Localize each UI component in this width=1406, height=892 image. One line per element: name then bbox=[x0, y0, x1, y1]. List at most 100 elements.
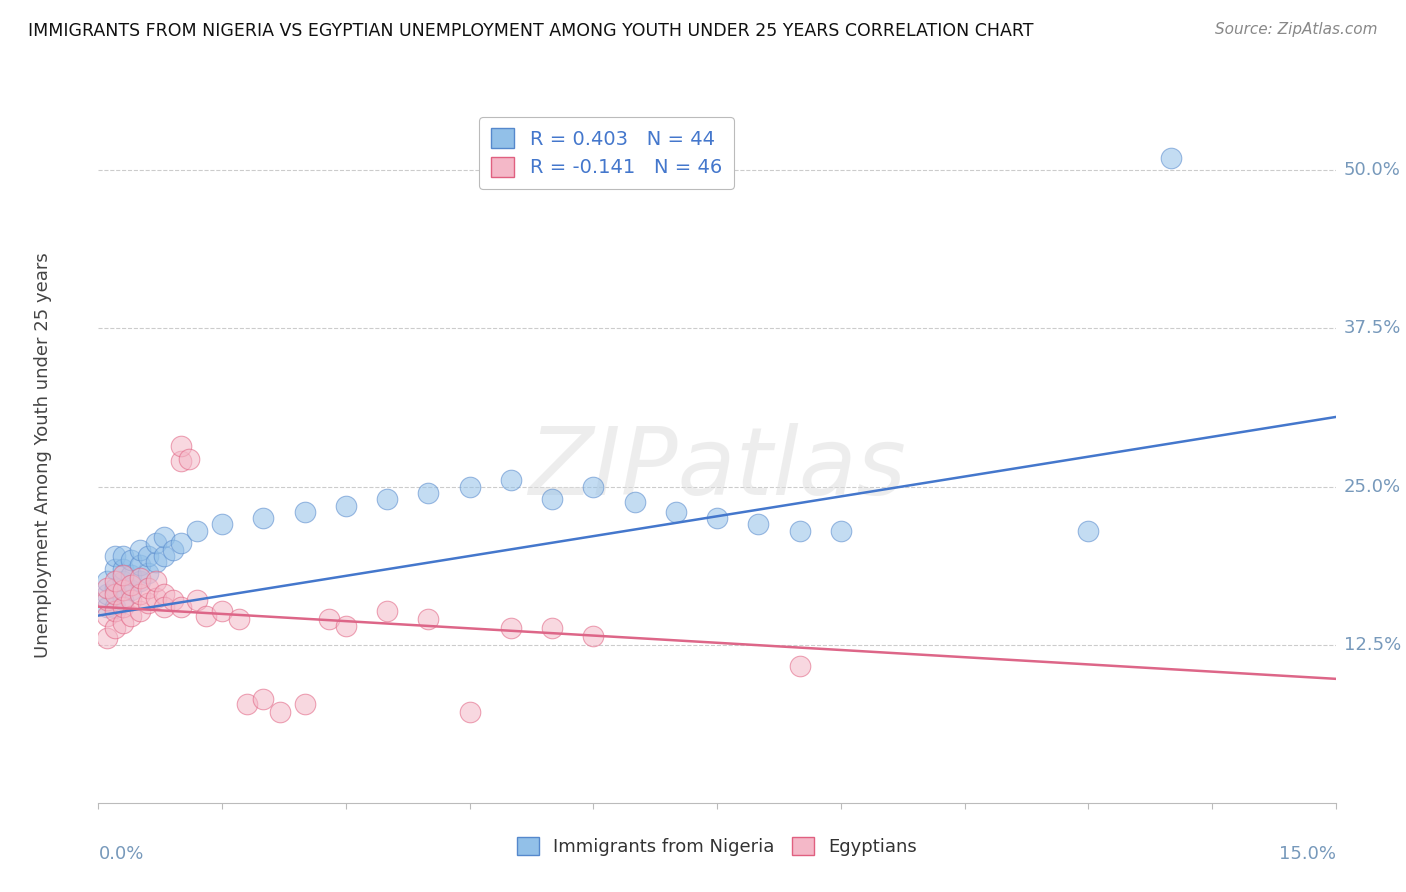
Point bbox=[96, 593, 118, 607]
Point bbox=[104, 574, 127, 589]
Point bbox=[145, 556, 167, 570]
Point bbox=[104, 621, 127, 635]
Point bbox=[153, 599, 176, 614]
Point bbox=[170, 536, 193, 550]
Point bbox=[104, 549, 127, 563]
Point bbox=[120, 583, 142, 598]
Point bbox=[170, 454, 193, 468]
Point bbox=[128, 603, 150, 617]
Text: 50.0%: 50.0% bbox=[1344, 161, 1400, 179]
Point bbox=[294, 505, 316, 519]
Point bbox=[120, 608, 142, 623]
Text: 0.0%: 0.0% bbox=[98, 845, 143, 863]
Point bbox=[789, 524, 811, 538]
Point bbox=[170, 439, 193, 453]
Point bbox=[1077, 524, 1099, 538]
Point bbox=[236, 697, 259, 711]
Point bbox=[170, 599, 193, 614]
Point bbox=[120, 578, 142, 592]
Point bbox=[458, 705, 481, 719]
Point bbox=[269, 705, 291, 719]
Point bbox=[120, 553, 142, 567]
Point bbox=[706, 511, 728, 525]
Point bbox=[96, 581, 118, 595]
Point bbox=[104, 562, 127, 576]
Point bbox=[120, 568, 142, 582]
Point bbox=[112, 562, 135, 576]
Point bbox=[112, 599, 135, 614]
Point bbox=[136, 549, 159, 563]
Point bbox=[104, 603, 127, 617]
Point bbox=[499, 473, 522, 487]
Point bbox=[665, 505, 688, 519]
Point bbox=[128, 558, 150, 572]
Point bbox=[153, 530, 176, 544]
Point bbox=[104, 599, 127, 614]
Point bbox=[418, 486, 440, 500]
Point bbox=[582, 629, 605, 643]
Point bbox=[96, 599, 118, 614]
Point bbox=[252, 692, 274, 706]
Point bbox=[747, 517, 769, 532]
Point bbox=[112, 593, 135, 607]
Point bbox=[136, 596, 159, 610]
Point bbox=[96, 608, 118, 623]
Point bbox=[153, 587, 176, 601]
Point bbox=[153, 549, 176, 563]
Point bbox=[104, 587, 127, 601]
Text: 15.0%: 15.0% bbox=[1278, 845, 1336, 863]
Point bbox=[96, 574, 118, 589]
Text: ZIPatlas: ZIPatlas bbox=[529, 424, 905, 515]
Point bbox=[104, 581, 127, 595]
Point bbox=[582, 479, 605, 493]
Point bbox=[830, 524, 852, 538]
Point bbox=[186, 524, 208, 538]
Point bbox=[128, 571, 150, 585]
Point bbox=[318, 612, 340, 626]
Point bbox=[541, 492, 564, 507]
Point bbox=[194, 608, 217, 623]
Point bbox=[375, 603, 398, 617]
Point bbox=[228, 612, 250, 626]
Point bbox=[211, 603, 233, 617]
Point bbox=[186, 593, 208, 607]
Text: 25.0%: 25.0% bbox=[1344, 477, 1402, 496]
Point bbox=[128, 542, 150, 557]
Point bbox=[162, 542, 184, 557]
Point bbox=[145, 536, 167, 550]
Point bbox=[252, 511, 274, 525]
Point bbox=[112, 583, 135, 598]
Point bbox=[145, 591, 167, 605]
Point bbox=[112, 568, 135, 582]
Point bbox=[623, 494, 645, 508]
Point bbox=[499, 621, 522, 635]
Point bbox=[294, 697, 316, 711]
Point bbox=[1160, 151, 1182, 165]
Point bbox=[120, 593, 142, 607]
Point bbox=[128, 587, 150, 601]
Point bbox=[179, 451, 201, 466]
Text: 12.5%: 12.5% bbox=[1344, 636, 1402, 654]
Text: Source: ZipAtlas.com: Source: ZipAtlas.com bbox=[1215, 22, 1378, 37]
Point bbox=[145, 574, 167, 589]
Legend: Immigrants from Nigeria, Egyptians: Immigrants from Nigeria, Egyptians bbox=[509, 830, 925, 863]
Point bbox=[375, 492, 398, 507]
Text: 37.5%: 37.5% bbox=[1344, 319, 1402, 337]
Point bbox=[96, 587, 118, 601]
Point bbox=[541, 621, 564, 635]
Point bbox=[128, 574, 150, 589]
Point bbox=[789, 659, 811, 673]
Point bbox=[136, 581, 159, 595]
Point bbox=[458, 479, 481, 493]
Point bbox=[112, 574, 135, 589]
Point bbox=[112, 549, 135, 563]
Point bbox=[112, 616, 135, 631]
Text: IMMIGRANTS FROM NIGERIA VS EGYPTIAN UNEMPLOYMENT AMONG YOUTH UNDER 25 YEARS CORR: IMMIGRANTS FROM NIGERIA VS EGYPTIAN UNEM… bbox=[28, 22, 1033, 40]
Point bbox=[96, 632, 118, 646]
Point bbox=[211, 517, 233, 532]
Point bbox=[418, 612, 440, 626]
Point bbox=[335, 499, 357, 513]
Point bbox=[335, 618, 357, 632]
Point bbox=[162, 593, 184, 607]
Point bbox=[136, 566, 159, 580]
